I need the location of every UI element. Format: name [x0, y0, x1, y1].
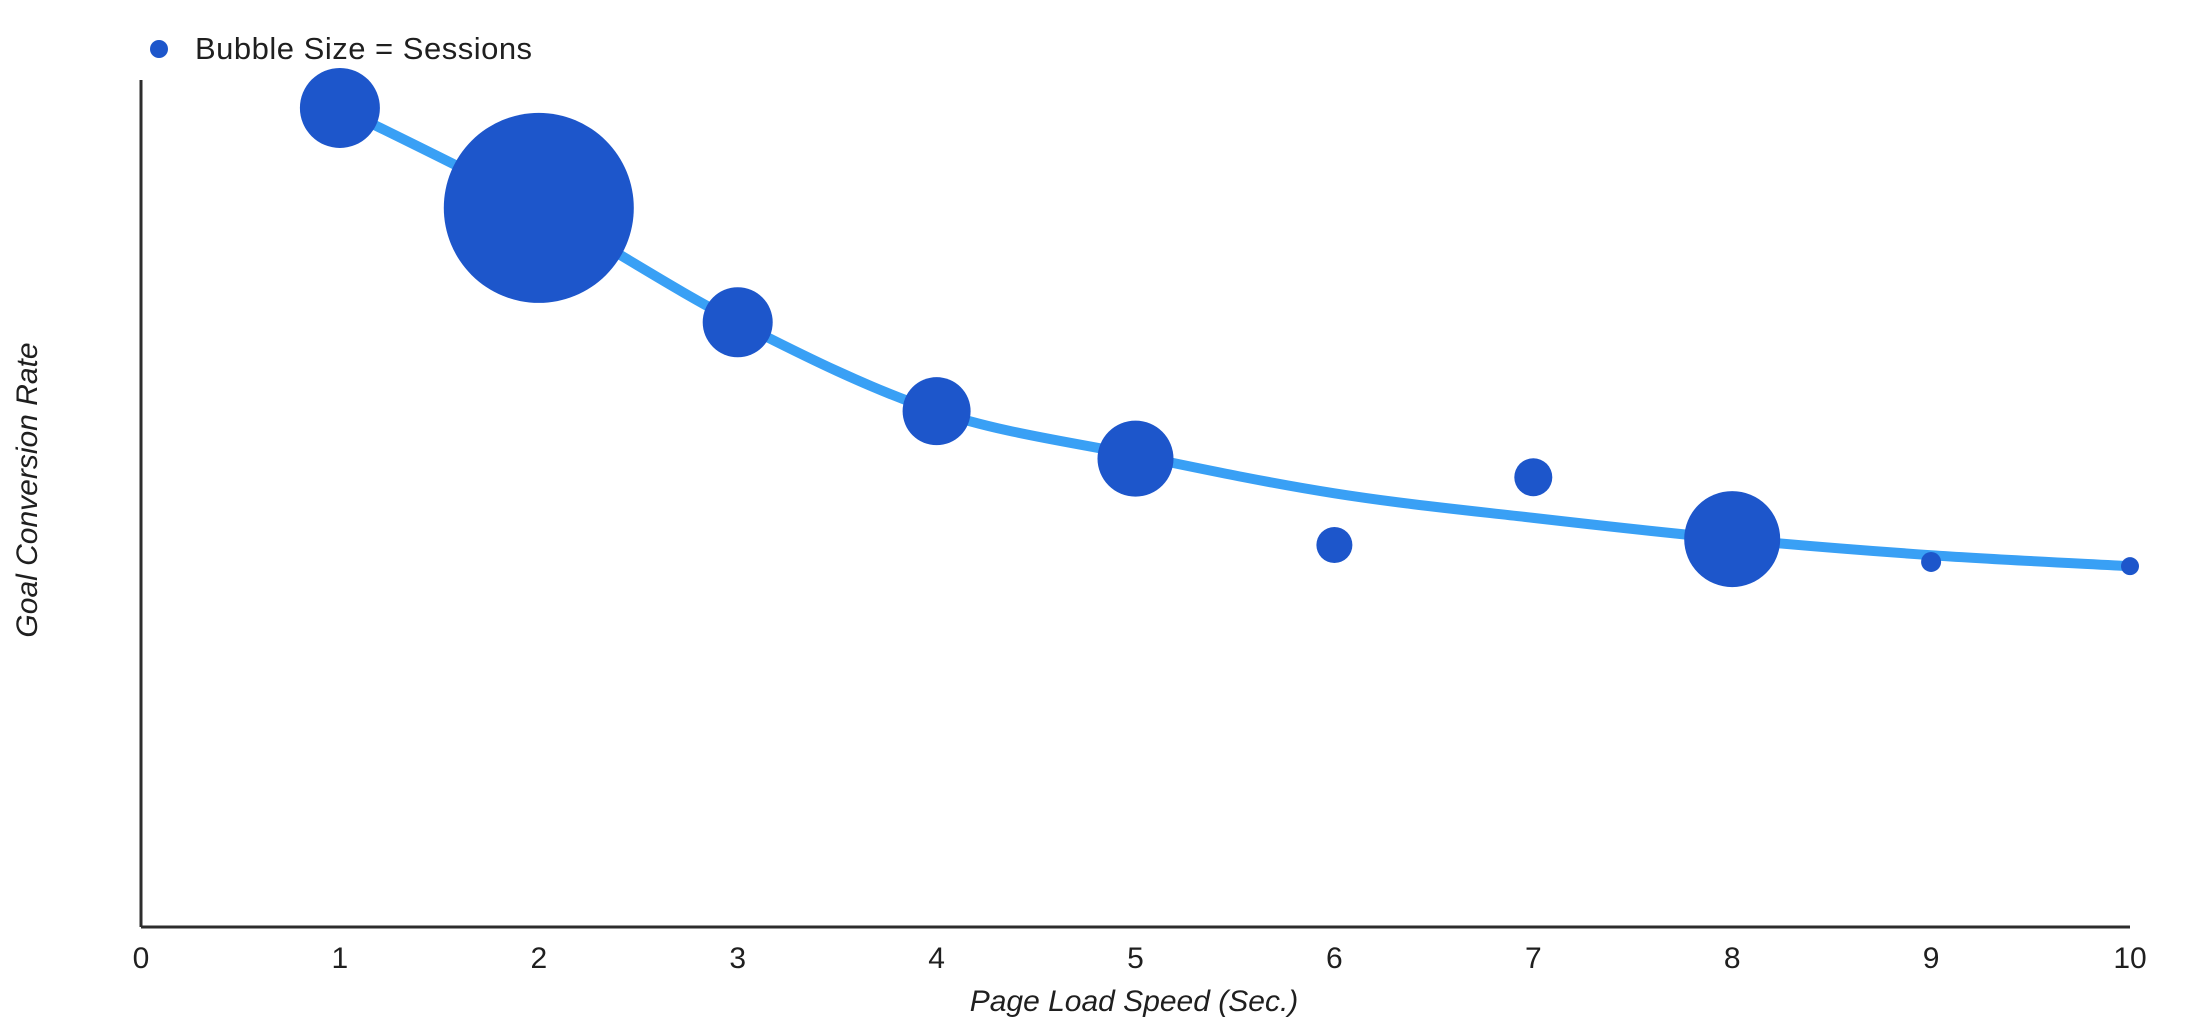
x-tick-label: 8 — [1724, 942, 1741, 975]
legend-label: Bubble Size = Sessions — [195, 31, 533, 66]
chart-legend: Bubble Size = Sessions — [150, 31, 533, 67]
data-bubble[interactable] — [1684, 491, 1781, 588]
data-bubble[interactable] — [902, 377, 971, 446]
x-axis-title: Page Load Speed (Sec.) — [969, 985, 1299, 1018]
data-bubble[interactable] — [1316, 527, 1353, 564]
x-tick-label: 0 — [133, 942, 150, 975]
x-tick-label: 2 — [530, 942, 547, 975]
x-tick-label: 6 — [1326, 942, 1343, 975]
x-tick-label: 3 — [729, 942, 746, 975]
trend-line — [334, 102, 2135, 572]
data-bubble[interactable] — [443, 112, 634, 303]
data-bubble[interactable] — [2121, 557, 2139, 576]
data-bubble[interactable] — [1514, 458, 1553, 497]
data-bubble[interactable] — [1921, 551, 1942, 572]
x-tick-label: 9 — [1923, 942, 1940, 975]
legend-marker-icon — [150, 40, 168, 58]
data-bubble[interactable] — [1097, 420, 1174, 497]
x-tick-label: 10 — [2113, 942, 2146, 975]
y-axis-title: Goal Conversion Rate — [11, 342, 44, 638]
data-bubble[interactable] — [702, 287, 773, 358]
x-tick-label: 5 — [1127, 942, 1144, 975]
x-tick-label: 1 — [332, 942, 349, 975]
x-tick-label: 4 — [928, 942, 945, 975]
data-bubble[interactable] — [299, 67, 380, 148]
x-tick-label: 7 — [1525, 942, 1542, 975]
